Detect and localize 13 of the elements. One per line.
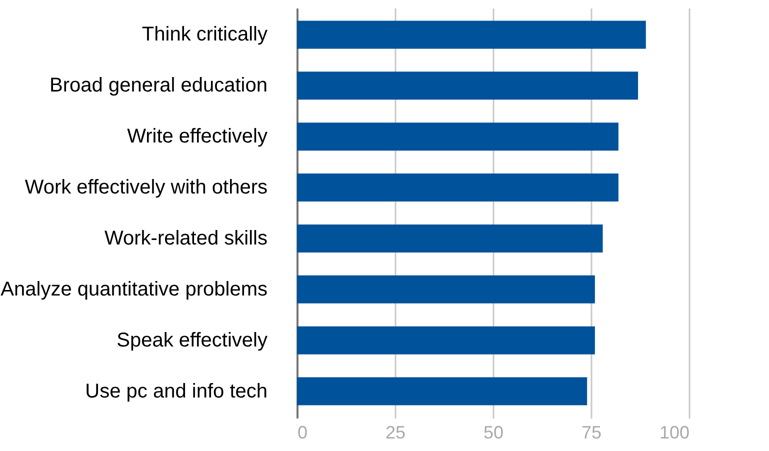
y-tick-label: Work-related skills bbox=[104, 227, 268, 250]
y-tick-label: Think critically bbox=[142, 24, 268, 46]
x-tick-label: 75 bbox=[581, 422, 602, 442]
x-tick-label: 50 bbox=[483, 422, 504, 442]
x-tick-label: 25 bbox=[385, 422, 406, 442]
y-tick-label: Analyze quantitative problems bbox=[0, 278, 268, 300]
y-tick-label: Broad general education bbox=[50, 74, 268, 97]
y-tick-label: Write effectively bbox=[127, 126, 268, 148]
y-tick-label: Speak effectively bbox=[116, 329, 268, 352]
y-tick-label: Use pc and info tech bbox=[85, 380, 268, 402]
x-tick-label: 100 bbox=[659, 422, 690, 442]
y-tick-label: Work effectively with others bbox=[24, 176, 268, 199]
x-tick-label: 0 bbox=[298, 422, 308, 442]
